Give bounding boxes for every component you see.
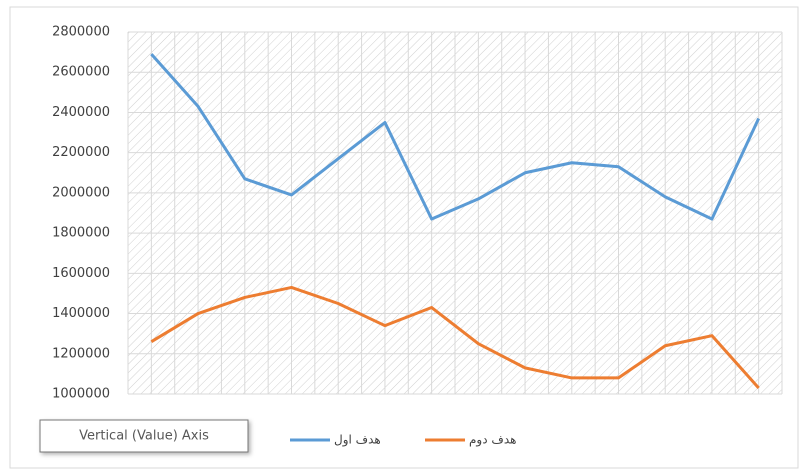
y-tick-label: 1600000 xyxy=(52,266,110,281)
tooltip-box xyxy=(39,419,249,453)
category-grid xyxy=(127,32,783,394)
legend-label: هدف اول xyxy=(334,433,381,448)
y-tick-label: 1400000 xyxy=(52,306,110,321)
series-line xyxy=(150,53,761,221)
y-tick-label: 2200000 xyxy=(52,145,110,160)
y-tick-label: 1800000 xyxy=(52,226,110,241)
y-tick-label: 2800000 xyxy=(52,25,110,40)
y-tick-label: 1000000 xyxy=(52,387,110,402)
series-line xyxy=(150,285,760,389)
y-tick-label: 2400000 xyxy=(52,105,110,120)
y-tick-label: 2600000 xyxy=(52,65,110,80)
y-tick-label: 1200000 xyxy=(52,346,110,361)
tooltip-text: Vertical (Value) Axis xyxy=(79,429,209,444)
y-tick-label: 2000000 xyxy=(52,185,110,200)
legend-label: هدف دوم xyxy=(469,433,516,448)
